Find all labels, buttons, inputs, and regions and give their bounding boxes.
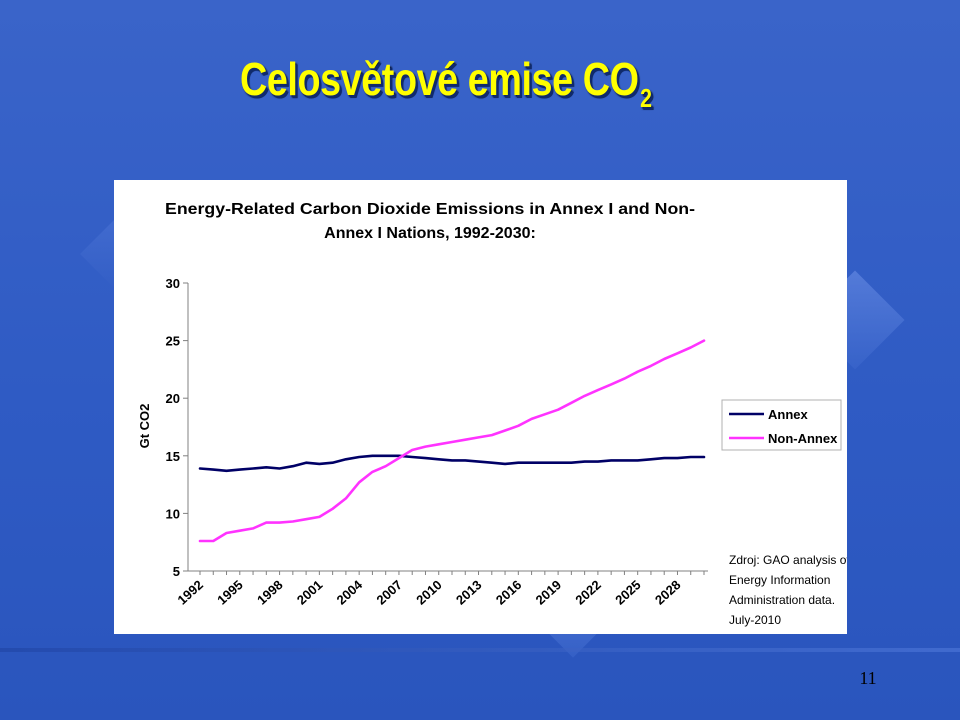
source-note-line: July-2010	[729, 613, 781, 627]
y-tick-label: 25	[166, 334, 180, 349]
y-axis-label: Gt CO2	[137, 404, 152, 449]
source-note-line: Zdroj: GAO analysis of	[729, 553, 847, 567]
x-tick-label: 1992	[174, 577, 206, 607]
legend-box	[721, 399, 842, 451]
x-tick-label: 2010	[413, 577, 445, 607]
slide-title-subscript: 2	[640, 83, 652, 113]
legend-label: Annex	[768, 407, 809, 422]
chart-panel: Energy-Related Carbon Dioxide Emissions …	[114, 180, 847, 634]
x-tick-label: 2028	[652, 577, 684, 607]
x-tick-label: 2016	[493, 577, 525, 607]
source-note-line: Energy Information	[729, 573, 830, 587]
chart-title-line: Energy-Related Carbon Dioxide Emissions …	[165, 201, 695, 218]
x-tick-label: 2025	[612, 577, 644, 607]
y-tick-label: 20	[166, 391, 180, 406]
x-tick-label: 2019	[533, 577, 565, 607]
x-tick-label: 1998	[254, 577, 286, 607]
slide-title-main: Celosvětové emise CO	[240, 53, 639, 105]
slide-title: Celosvětové emise CO2	[240, 52, 652, 114]
y-tick-label: 30	[166, 276, 180, 291]
series-line-non-annex	[198, 339, 706, 543]
y-tick-label: 15	[166, 449, 180, 464]
chart-title-line: Annex I Nations, 1992-2030:	[324, 225, 536, 242]
source-note-line: Administration data.	[729, 593, 835, 607]
emissions-line-chart: Energy-Related Carbon Dioxide Emissions …	[137, 201, 847, 627]
x-tick-label: 2013	[453, 577, 485, 607]
x-tick-label: 1995	[214, 577, 246, 607]
page-number: 11	[859, 668, 877, 688]
bottom-strip	[0, 648, 960, 652]
y-tick-label: 5	[173, 564, 180, 579]
x-tick-label: 2004	[334, 577, 366, 608]
x-tick-label: 2001	[294, 577, 326, 607]
series-line-annex	[198, 454, 706, 473]
x-tick-label: 2007	[373, 577, 405, 607]
x-tick-label: 2022	[572, 577, 604, 607]
y-tick-label: 10	[166, 506, 180, 521]
legend-label: Non-Annex	[768, 431, 838, 446]
